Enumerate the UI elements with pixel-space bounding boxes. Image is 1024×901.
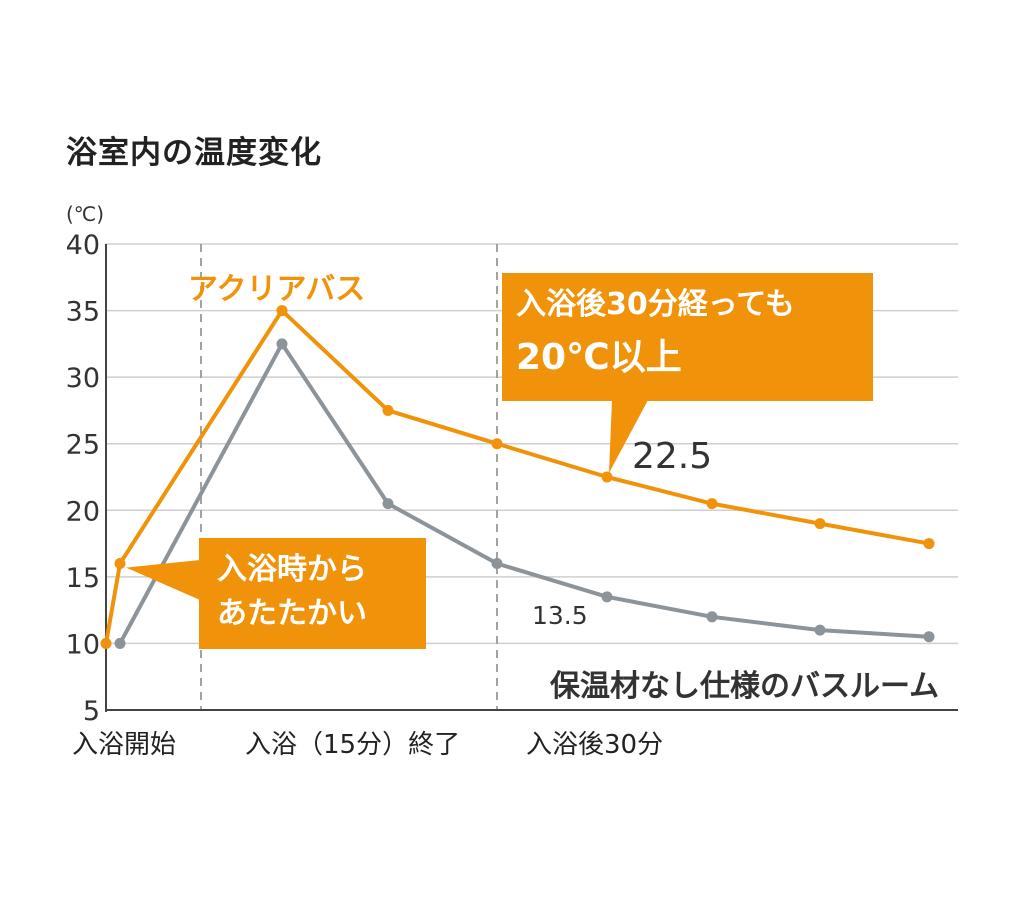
y-tick-label-35: 35 xyxy=(66,297,100,328)
callout-right-pointer xyxy=(609,400,648,473)
series-label-no-insulation: 保温材なし仕様のバスルーム xyxy=(550,669,940,704)
y-tick-label-20: 20 xyxy=(66,496,100,527)
data-point-s0-4 xyxy=(491,438,503,450)
y-tick-label-5: 5 xyxy=(83,696,100,727)
data-point-s0-5 xyxy=(601,471,613,483)
data-point-s0-8 xyxy=(923,538,935,550)
data-point-s1-8 xyxy=(923,631,935,643)
callout-above-20c: 入浴後30分経っても 20℃以上 xyxy=(502,273,873,401)
data-point-s1-2 xyxy=(276,338,288,350)
callout-warm-from-start: 入浴時から あたたかい xyxy=(199,538,426,649)
callout-right-line2: 20℃以上 xyxy=(516,337,682,378)
data-point-s1-1 xyxy=(114,637,126,649)
data-point-s1-4 xyxy=(491,558,503,570)
y-tick-label-10: 10 xyxy=(66,629,100,660)
data-label-22-5: 22.5 xyxy=(632,436,713,477)
data-point-s0-1 xyxy=(114,558,126,570)
data-point-s1-5 xyxy=(601,591,613,603)
data-point-s0-2 xyxy=(276,305,288,317)
y-tick-label-30: 30 xyxy=(66,363,100,394)
series-label-acria-bath: アクリアバス xyxy=(188,272,366,307)
y-tick-label-15: 15 xyxy=(66,563,100,594)
callout-right-line1: 入浴後30分経っても xyxy=(516,287,795,322)
data-point-s0-0 xyxy=(100,637,112,649)
series-line-1 xyxy=(118,341,931,646)
x-tick-label-after-30min: 入浴後30分 xyxy=(526,730,664,760)
data-point-s1-7 xyxy=(814,624,826,636)
data-point-s0-3 xyxy=(382,404,394,416)
data-point-s1-6 xyxy=(706,611,718,623)
callout-left-pointer xyxy=(126,560,200,600)
data-point-s0-6 xyxy=(706,498,718,510)
y-axis-unit: (℃) xyxy=(66,202,105,226)
x-tick-label-bath-end: 入浴（15分）終了 xyxy=(245,730,461,760)
data-label-13-5: 13.5 xyxy=(532,601,588,630)
y-tick-label-25: 25 xyxy=(66,430,100,461)
data-point-s1-3 xyxy=(382,498,394,510)
callout-left-line1: 入浴時から xyxy=(217,552,367,587)
x-tick-label-bath-start: 入浴開始 xyxy=(72,730,177,760)
y-tick-label-40: 40 xyxy=(66,230,100,261)
callout-left-line2: あたたかい xyxy=(217,596,367,631)
chart-title: 浴室内の温度変化 xyxy=(66,135,322,171)
data-point-s0-7 xyxy=(814,518,826,530)
